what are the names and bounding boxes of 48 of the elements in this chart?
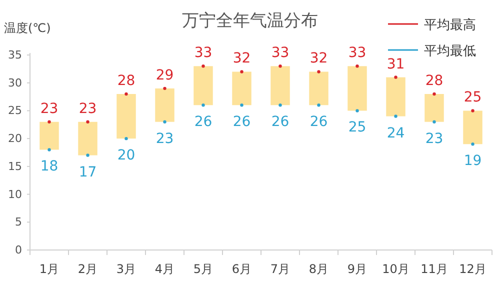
title: 万宁全年气温分布 [182, 11, 318, 31]
value-label: 23 [78, 100, 97, 117]
y-tick-label: 30 [8, 76, 22, 90]
x-tick-label: 2月 [78, 262, 98, 276]
value-label: 17 [78, 164, 97, 180]
x-tick-label: 7月 [270, 262, 290, 276]
y-tick-label: 0 [15, 244, 22, 256]
value-label: 18 [40, 158, 58, 175]
value-label: 24 [386, 125, 405, 142]
value-label: 28 [117, 73, 136, 89]
x-tick-label: 10月 [382, 262, 410, 276]
y-tick-label: 25 [8, 104, 22, 118]
value-label: 28 [425, 73, 444, 89]
value-label: 29 [156, 67, 174, 84]
x-tick-label: 8月 [308, 262, 329, 276]
value-label: 23 [156, 130, 174, 147]
value-label: 20 [117, 148, 136, 164]
y-tick-label: 5 [15, 216, 22, 229]
value-label: 23 [40, 100, 58, 117]
y-tick-label: 20 [8, 132, 22, 146]
value-label: 26 [194, 114, 212, 130]
x-tick-label: 6月 [232, 262, 252, 276]
y-tick-label: 35 [8, 48, 22, 62]
value-label: 25 [464, 90, 482, 106]
x-tick-label: 12月 [459, 262, 486, 276]
y-tick-label: 15 [8, 160, 22, 173]
value-label: 26 [310, 114, 328, 130]
x-tick-label: 5月 [193, 262, 214, 276]
value-label: 31 [386, 56, 405, 72]
value-label: 33 [348, 45, 366, 62]
value-label: 33 [194, 45, 212, 62]
value-label: 26 [271, 114, 290, 130]
value-label: 26 [232, 114, 251, 130]
value-label: 23 [425, 130, 444, 147]
x-tick-label: 1月 [39, 262, 60, 276]
value-label: 32 [310, 50, 328, 67]
x-tick-label: 9月 [347, 262, 368, 276]
x-tick-label: 4月 [154, 262, 175, 276]
y-tick-label: 10 [8, 188, 22, 201]
value-label: 19 [464, 153, 482, 170]
legend: 平均最低 [424, 44, 476, 59]
ylabel: 温度(℃) [4, 21, 51, 35]
value-label: 25 [348, 120, 366, 136]
x-tick-label: 3月 [116, 262, 136, 276]
legend: 平均最高 [424, 18, 476, 33]
value-label: 32 [232, 50, 251, 67]
x-tick-label: 11月 [420, 262, 448, 276]
value-label: 33 [271, 45, 290, 62]
